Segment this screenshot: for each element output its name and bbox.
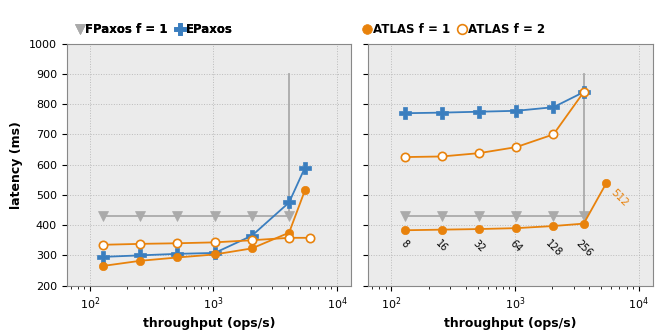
Legend: ATLAS f = 1, ATLAS f = 2: ATLAS f = 1, ATLAS f = 2 — [360, 18, 549, 41]
Text: 32: 32 — [471, 239, 487, 255]
Legend: FPaxos f = 1, EPaxos: FPaxos f = 1, EPaxos — [73, 18, 237, 41]
Text: 64: 64 — [508, 239, 524, 254]
Y-axis label: latency (ms): latency (ms) — [10, 121, 23, 209]
Text: 256: 256 — [573, 239, 594, 259]
Text: 16: 16 — [434, 239, 450, 254]
Text: 512: 512 — [609, 187, 630, 208]
Text: 128: 128 — [543, 239, 563, 259]
Text: 8: 8 — [399, 239, 410, 250]
X-axis label: throughput (ops/s): throughput (ops/s) — [444, 318, 577, 331]
X-axis label: throughput (ops/s): throughput (ops/s) — [143, 318, 275, 331]
